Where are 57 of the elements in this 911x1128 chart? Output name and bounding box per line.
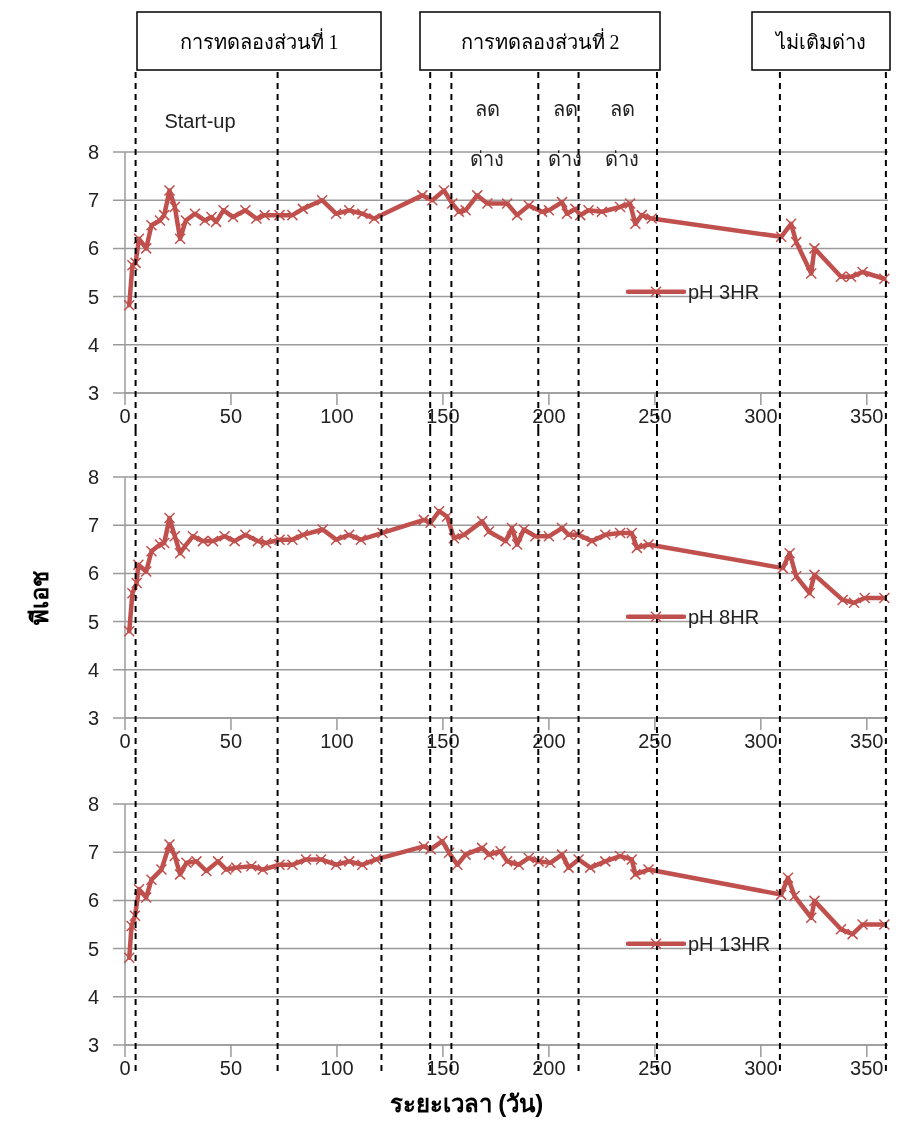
- x-tick-label: 250: [638, 1057, 672, 1079]
- x-tick-label: 100: [320, 405, 354, 427]
- x-tick-label: 0: [119, 405, 131, 427]
- x-tick-label: 0: [119, 730, 131, 752]
- annotation: ด่าง: [605, 148, 639, 170]
- x-tick-label: 0: [119, 1057, 131, 1079]
- annotation: ด่าง: [470, 148, 504, 170]
- x-tick-label: 200: [532, 1057, 566, 1079]
- x-tick-label: 150: [426, 405, 460, 427]
- text: ลด: [474, 98, 500, 120]
- y-tick-label: 3: [87, 707, 99, 729]
- y-tick-label: 4: [87, 658, 99, 681]
- y-tick-label: 3: [87, 382, 99, 404]
- y-axis-title: พีเอช: [26, 570, 53, 625]
- x-tick-label: 300: [744, 730, 778, 752]
- x-tick-label: 250: [638, 730, 672, 752]
- y-tick-label: 8: [87, 466, 99, 488]
- x-tick-label: 350: [850, 1057, 884, 1079]
- x-tick-label: 100: [320, 730, 354, 752]
- y-tick-label: 5: [87, 285, 99, 308]
- x-tick-label: 350: [850, 730, 884, 752]
- y-tick-label: 4: [87, 985, 99, 1008]
- y-tick-label: 6: [87, 237, 99, 260]
- y-tick-label: 6: [87, 889, 99, 912]
- x-tick-label: 50: [219, 1057, 243, 1079]
- x-tick-label: 100: [320, 1057, 354, 1079]
- x-tick-label: 300: [744, 1057, 778, 1079]
- y-tick-label: 7: [87, 514, 99, 537]
- y-tick-label: 8: [87, 141, 99, 163]
- y-tick-label: 5: [87, 610, 99, 633]
- note-box: การทดลองส่วนที่ 2: [419, 11, 661, 71]
- x-tick-label: 150: [426, 1057, 460, 1079]
- x-tick-label: 200: [532, 405, 566, 427]
- text: ลด: [609, 98, 635, 120]
- x-tick-label: 50: [219, 405, 243, 427]
- y-tick-label: 6: [87, 562, 99, 585]
- y-tick-label: 3: [87, 1034, 99, 1056]
- y-tick-label: 5: [87, 937, 99, 960]
- x-tick-label: 50: [219, 730, 243, 752]
- text: Start-up: [164, 110, 236, 132]
- note-box: การทดลองส่วนที่ 1: [136, 11, 382, 71]
- x-tick-label: 150: [426, 730, 460, 752]
- legend-label: pH 8HR: [688, 605, 760, 628]
- text: ลด: [552, 98, 578, 120]
- annotation: ด่าง: [548, 148, 582, 170]
- y-tick-label: 8: [87, 793, 99, 815]
- x-tick-label: 200: [532, 730, 566, 752]
- x-tick-label: 350: [850, 405, 884, 427]
- x-tick-label: 250: [638, 405, 672, 427]
- x-tick-label: 300: [744, 405, 778, 427]
- y-tick-label: 4: [87, 333, 99, 356]
- x-axis-title: ระยะเวลา (วัน): [389, 1090, 544, 1117]
- y-tick-label: 7: [87, 841, 99, 864]
- legend-label: pH 3HR: [688, 280, 760, 303]
- legend-label: pH 13HR: [688, 932, 771, 955]
- note-box: ไม่เติมด่าง: [751, 11, 891, 71]
- y-tick-label: 7: [87, 189, 99, 212]
